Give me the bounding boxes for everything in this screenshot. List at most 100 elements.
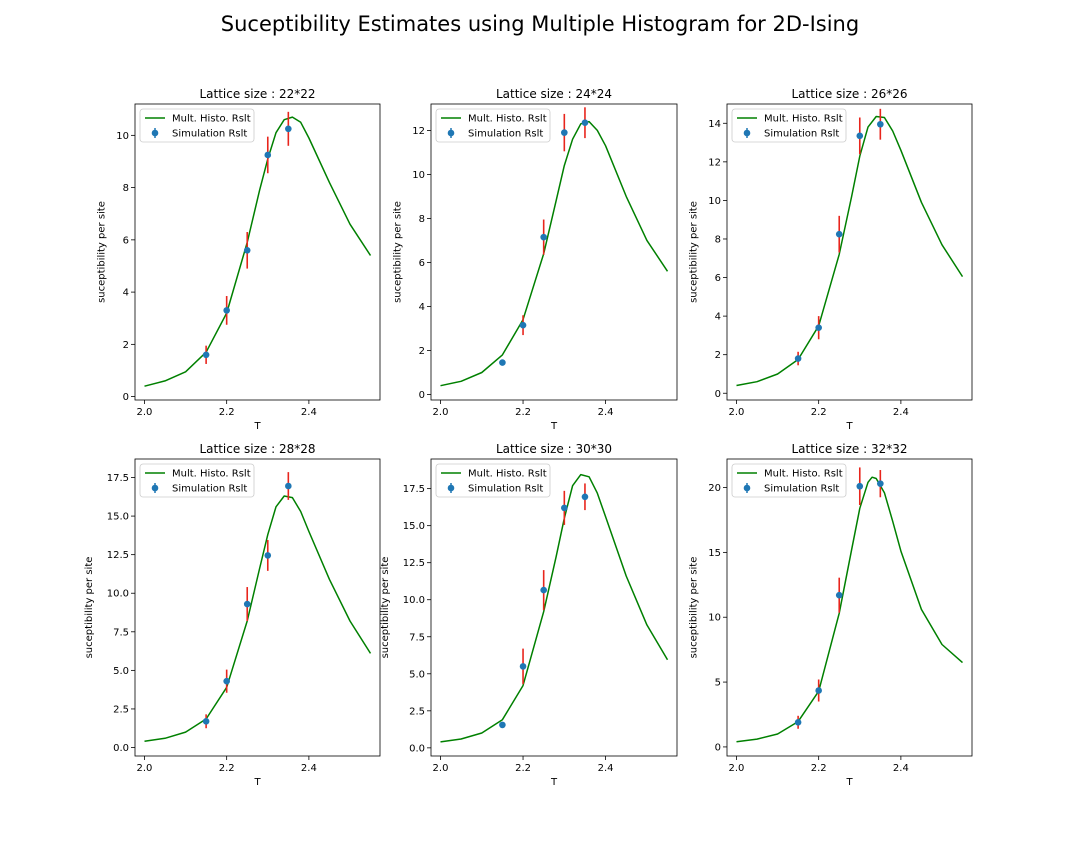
y-tick-label: 17.5 xyxy=(403,484,425,495)
legend-point-swatch xyxy=(743,484,751,492)
y-tick-label: 0 xyxy=(419,390,425,401)
y-tick-label: 6 xyxy=(419,258,425,269)
fit-curve xyxy=(736,476,963,743)
x-tick-label: 2.2 xyxy=(219,407,235,418)
legend-box xyxy=(139,463,255,498)
legend-entry-points: Simulation Rslt xyxy=(764,129,839,140)
x-axis-label: T xyxy=(845,777,853,788)
data-point xyxy=(264,552,272,559)
y-tick-label: 12.5 xyxy=(403,558,425,569)
y-tick-label: 2.5 xyxy=(409,706,425,717)
subplot-5: Lattice size : 30*30 2.0 2.2 2.4 0.0 2.5 5.0 7.… xyxy=(380,442,678,788)
legend-box xyxy=(731,463,847,498)
x-tick-label: 2.4 xyxy=(893,763,909,774)
x-axis-label: T xyxy=(550,777,558,788)
legend-entry-line: Mult. Histo. Rslt xyxy=(764,114,843,125)
legend-box xyxy=(435,108,551,143)
data-point xyxy=(815,324,822,331)
legend-point-swatch xyxy=(151,129,159,137)
y-tick-label: 17.5 xyxy=(107,473,129,484)
legend-entry-points: Simulation Rslt xyxy=(468,129,543,140)
data-point xyxy=(581,493,589,501)
y-tick-label: 10 xyxy=(412,170,425,181)
y-axis-label: suceptibility per site xyxy=(689,201,700,303)
x-tick-label: 2.4 xyxy=(893,407,909,418)
data-point xyxy=(877,480,884,487)
y-tick-label: 4 xyxy=(715,312,721,323)
data-point xyxy=(499,721,506,729)
y-tick-label: 5.0 xyxy=(409,669,425,680)
data-point xyxy=(243,600,251,608)
data-point xyxy=(877,120,884,128)
legend: Mult. Histo. Rslt Simulation Rslt xyxy=(435,108,551,143)
legend-entry-points: Simulation Rslt xyxy=(468,484,543,495)
data-point xyxy=(815,687,822,694)
y-tick-label: 2 xyxy=(715,350,721,361)
x-tick-label: 2.4 xyxy=(301,407,317,418)
legend-point-swatch xyxy=(151,484,159,492)
y-tick-label: 4 xyxy=(419,302,425,313)
y-tick-label: 8 xyxy=(419,214,425,225)
legend: Mult. Histo. Rslt Simulation Rslt xyxy=(435,463,551,498)
legend: Mult. Histo. Rslt Simulation Rslt xyxy=(139,108,255,143)
legend-box xyxy=(435,463,551,498)
y-axis-label: suceptibility per site xyxy=(84,557,95,659)
data-point xyxy=(519,663,527,670)
data-point xyxy=(561,129,568,136)
data-point xyxy=(243,247,251,254)
fit-curve xyxy=(736,115,964,387)
data-point xyxy=(581,119,589,127)
data-point xyxy=(223,677,230,685)
y-tick-label: 10.0 xyxy=(403,595,425,606)
subplot-title: Lattice size : 22*22 xyxy=(199,87,315,101)
subplot-title: Lattice size : 32*32 xyxy=(791,442,907,456)
data-point xyxy=(519,321,527,329)
data-point xyxy=(835,591,843,599)
subplot-2: Lattice size : 24*24 2.0 2.2 2.4 0 2 4 6 8 10 12 Ts… xyxy=(393,87,678,432)
x-axis-label: T xyxy=(253,777,261,788)
axes-frame xyxy=(726,458,973,757)
y-tick-label: 20 xyxy=(708,483,721,494)
x-tick-label: 2.2 xyxy=(515,407,531,418)
y-tick-label: 0.0 xyxy=(113,743,129,754)
legend-entry-line: Mult. Histo. Rslt xyxy=(468,469,547,480)
data-point xyxy=(540,586,547,594)
subplot-title: Lattice size : 30*30 xyxy=(496,442,612,456)
subplot-title: Lattice size : 24*24 xyxy=(496,87,612,101)
axes-frame xyxy=(134,458,381,757)
data-point xyxy=(202,351,210,359)
x-tick-label: 2.4 xyxy=(301,763,317,774)
y-tick-label: 7.5 xyxy=(113,627,129,638)
y-tick-label: 5 xyxy=(715,678,721,689)
axes-frame xyxy=(430,458,678,757)
y-axis-label: suceptibility per site xyxy=(97,201,108,303)
y-tick-label: 8 xyxy=(123,183,129,194)
data-point xyxy=(264,151,272,159)
legend-box xyxy=(139,108,255,143)
subplot-6: Lattice size : 32*32 2.0 2.2 2.4 0 5 10 15 20 Tsu… xyxy=(689,442,973,788)
y-tick-label: 5.0 xyxy=(113,666,129,677)
axes-frame xyxy=(134,103,381,401)
data-point xyxy=(499,359,506,366)
y-axis-label: suceptibility per site xyxy=(380,557,391,659)
subplot-4: Lattice size : 28*28 2.0 2.2 2.4 0.0 2.5 5.0 7.… xyxy=(84,442,381,788)
y-tick-label: 2 xyxy=(123,340,129,351)
y-tick-label: 0 xyxy=(715,742,721,753)
x-tick-label: 2.0 xyxy=(729,407,745,418)
x-tick-label: 2.0 xyxy=(433,763,449,774)
y-tick-label: 6 xyxy=(715,273,721,284)
fit-curve xyxy=(440,120,669,387)
legend: Mult. Histo. Rslt Simulation Rslt xyxy=(731,108,847,143)
legend-entry-points: Simulation Rslt xyxy=(764,484,839,495)
legend-entry-points: Simulation Rslt xyxy=(172,129,247,140)
y-tick-label: 4 xyxy=(123,288,129,299)
y-tick-label: 8 xyxy=(715,234,721,245)
y-tick-label: 7.5 xyxy=(409,632,425,643)
legend-point-swatch xyxy=(447,129,455,137)
legend-entry-line: Mult. Histo. Rslt xyxy=(172,114,251,125)
y-tick-label: 0.0 xyxy=(409,743,425,754)
x-tick-label: 2.2 xyxy=(515,763,531,774)
data-point xyxy=(202,717,210,725)
